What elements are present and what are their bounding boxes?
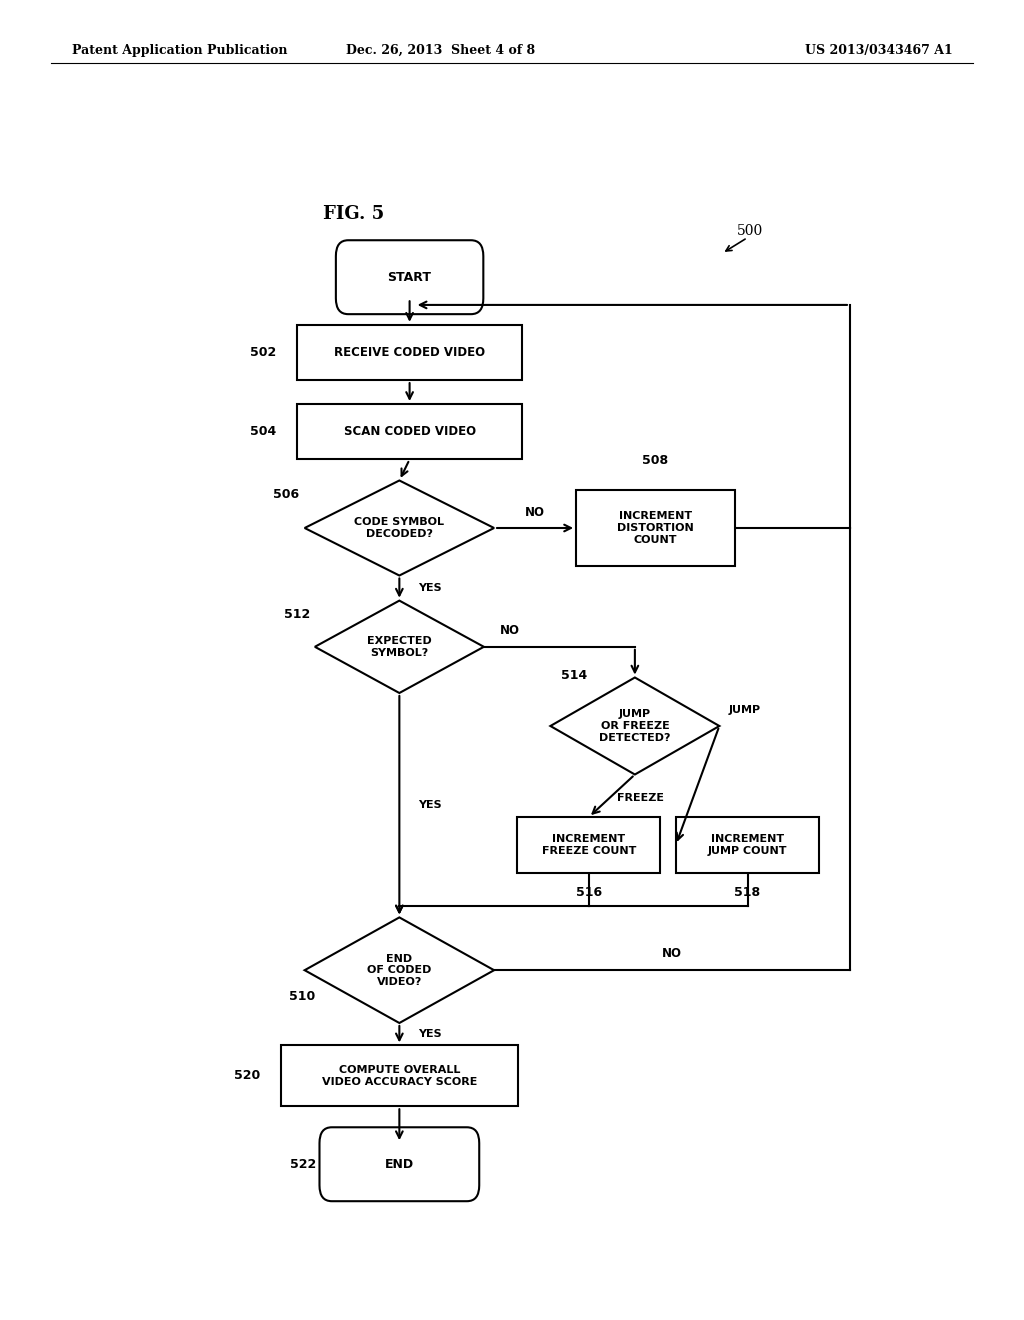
- Text: RECEIVE CODED VIDEO: RECEIVE CODED VIDEO: [334, 346, 485, 359]
- FancyBboxPatch shape: [281, 1045, 518, 1106]
- Text: YES: YES: [418, 583, 441, 593]
- Text: INCREMENT
JUMP COUNT: INCREMENT JUMP COUNT: [708, 834, 787, 855]
- Text: Dec. 26, 2013  Sheet 4 of 8: Dec. 26, 2013 Sheet 4 of 8: [346, 44, 535, 57]
- Text: 514: 514: [561, 669, 587, 681]
- Text: JUMP: JUMP: [729, 705, 761, 715]
- FancyBboxPatch shape: [517, 817, 660, 873]
- Text: NO: NO: [662, 946, 682, 960]
- Text: INCREMENT
DISTORTION
COUNT: INCREMENT DISTORTION COUNT: [617, 511, 693, 545]
- FancyBboxPatch shape: [319, 1127, 479, 1201]
- Polygon shape: [551, 677, 719, 775]
- Text: NO: NO: [500, 624, 519, 638]
- FancyBboxPatch shape: [297, 325, 522, 380]
- Text: 518: 518: [734, 886, 761, 899]
- Text: 502: 502: [250, 346, 276, 359]
- Text: 506: 506: [273, 488, 299, 502]
- Text: FIG. 5: FIG. 5: [323, 205, 384, 223]
- Text: US 2013/0343467 A1: US 2013/0343467 A1: [805, 44, 952, 57]
- FancyBboxPatch shape: [297, 404, 522, 459]
- Polygon shape: [315, 601, 484, 693]
- Text: 508: 508: [642, 454, 669, 467]
- Text: 520: 520: [234, 1069, 260, 1082]
- Text: 500: 500: [737, 224, 764, 238]
- Text: 504: 504: [250, 425, 276, 438]
- Polygon shape: [305, 480, 495, 576]
- Text: EXPECTED
SYMBOL?: EXPECTED SYMBOL?: [367, 636, 432, 657]
- FancyBboxPatch shape: [575, 490, 735, 566]
- Text: 522: 522: [290, 1158, 316, 1171]
- Text: YES: YES: [418, 1030, 441, 1039]
- Text: SCAN CODED VIDEO: SCAN CODED VIDEO: [343, 425, 476, 438]
- Text: Patent Application Publication: Patent Application Publication: [72, 44, 287, 57]
- Text: JUMP
OR FREEZE
DETECTED?: JUMP OR FREEZE DETECTED?: [599, 709, 671, 743]
- Text: CODE SYMBOL
DECODED?: CODE SYMBOL DECODED?: [354, 517, 444, 539]
- Text: END: END: [385, 1158, 414, 1171]
- Text: END
OF CODED
VIDEO?: END OF CODED VIDEO?: [368, 953, 431, 987]
- Text: 516: 516: [575, 886, 602, 899]
- Text: YES: YES: [418, 800, 441, 810]
- Text: NO: NO: [525, 506, 545, 519]
- Text: 512: 512: [284, 609, 309, 620]
- FancyBboxPatch shape: [676, 817, 819, 873]
- FancyBboxPatch shape: [336, 240, 483, 314]
- Text: 510: 510: [289, 990, 315, 1003]
- Text: FREEZE: FREEZE: [616, 793, 664, 804]
- Text: COMPUTE OVERALL
VIDEO ACCURACY SCORE: COMPUTE OVERALL VIDEO ACCURACY SCORE: [322, 1065, 477, 1086]
- Text: START: START: [388, 271, 431, 284]
- Text: INCREMENT
FREEZE COUNT: INCREMENT FREEZE COUNT: [542, 834, 636, 855]
- Polygon shape: [305, 917, 495, 1023]
